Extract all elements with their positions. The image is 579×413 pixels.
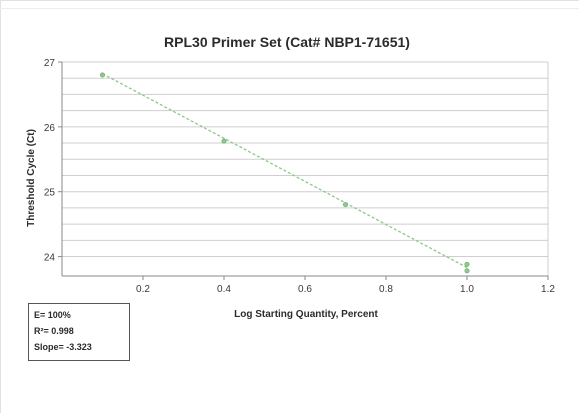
r-squared-text: R²= 0.998 (34, 326, 74, 336)
y-tick-label: 25 (44, 188, 56, 199)
chart-title: RPL30 Primer Set (Cat# NBP1-71651) (164, 34, 410, 50)
y-tick-label: 24 (44, 253, 56, 264)
tick-labels: 0.2 0.4 0.6 0.8 1.0 1.2 24 25 26 27 (44, 58, 556, 295)
x-tick-label: 0.2 (136, 284, 150, 295)
grid-lines (62, 61, 549, 276)
x-tick-label: 1.0 (460, 284, 474, 295)
y-tick-label: 27 (44, 58, 56, 69)
trendline (102, 73, 468, 269)
x-tick-label: 0.6 (298, 284, 312, 295)
data-point (464, 261, 470, 267)
data-point (100, 72, 106, 78)
y-axis-label: Threshold Cycle (Ct) (26, 129, 37, 227)
x-tick-label: 1.2 (541, 284, 555, 295)
data-point (221, 138, 227, 144)
x-axis-label: Log Starting Quantity, Percent (234, 309, 378, 320)
regression-stats-box: E= 100% R²= 0.998 Slope= -3.323 (28, 303, 130, 361)
trendline-layer (102, 73, 468, 269)
efficiency-text: E= 100% (34, 310, 71, 320)
data-points (100, 72, 470, 274)
data-point (342, 202, 348, 208)
data-point (464, 268, 470, 274)
frame-separator (0, 8, 579, 9)
slope-text: Slope= -3.323 (34, 342, 92, 352)
x-tick-label: 0.8 (379, 284, 393, 295)
y-tick-label: 26 (44, 123, 56, 134)
x-tick-label: 0.4 (217, 284, 231, 295)
axes (58, 61, 549, 280)
